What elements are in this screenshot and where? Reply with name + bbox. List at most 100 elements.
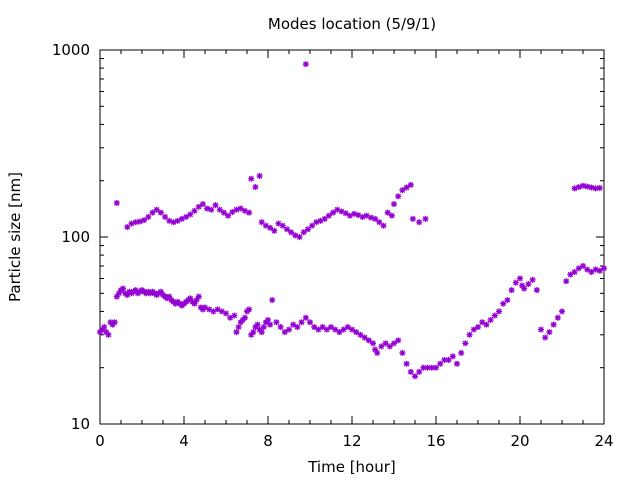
data-point xyxy=(349,326,355,333)
data-point xyxy=(380,222,387,229)
data-point xyxy=(458,349,465,356)
data-point xyxy=(567,271,574,278)
data-point xyxy=(319,324,326,331)
data-point xyxy=(256,172,263,179)
data-point xyxy=(124,224,131,231)
data-point xyxy=(517,275,523,282)
data-point xyxy=(101,324,108,331)
data-point xyxy=(395,337,402,344)
data-point xyxy=(294,324,301,331)
data-point xyxy=(342,210,349,217)
data-point xyxy=(309,222,316,229)
data-point xyxy=(248,175,255,182)
data-point xyxy=(216,206,223,213)
data-point xyxy=(538,326,544,333)
data-point xyxy=(580,262,586,269)
data-point xyxy=(487,316,494,323)
data-point xyxy=(554,314,561,321)
data-point xyxy=(298,319,305,326)
data-point xyxy=(223,310,229,317)
data-point xyxy=(267,321,274,328)
data-point xyxy=(328,324,334,331)
data-point xyxy=(422,215,429,222)
data-point xyxy=(391,340,397,347)
data-point xyxy=(132,219,139,226)
data-point xyxy=(330,209,337,216)
data-point xyxy=(183,213,190,220)
data-point xyxy=(273,319,280,326)
data-point xyxy=(409,215,416,222)
data-point xyxy=(336,329,343,336)
x-tick-label: 0 xyxy=(95,432,105,450)
data-point xyxy=(588,268,595,275)
data-point xyxy=(260,324,267,331)
data-point xyxy=(384,209,391,216)
data-point xyxy=(521,285,528,292)
axis-ticks: 0 4 8 12 16 20 24 10 100 1000 xyxy=(52,41,614,450)
data-point xyxy=(212,202,219,209)
data-point xyxy=(370,340,376,347)
data-point xyxy=(546,329,553,336)
data-point xyxy=(258,219,265,226)
data-point xyxy=(403,184,410,191)
data-points xyxy=(97,61,607,380)
data-point xyxy=(307,319,313,326)
data-point xyxy=(374,349,381,356)
data-point xyxy=(412,373,418,380)
data-point xyxy=(204,205,211,212)
data-point xyxy=(382,340,389,347)
data-point xyxy=(311,324,318,331)
data-point xyxy=(105,331,112,338)
data-point xyxy=(378,343,385,350)
data-point xyxy=(365,337,372,344)
data-point xyxy=(141,217,148,224)
data-point xyxy=(225,212,232,219)
data-point xyxy=(542,334,549,341)
data-point xyxy=(491,312,498,319)
data-point xyxy=(353,329,360,336)
data-point xyxy=(433,364,439,371)
data-point xyxy=(241,314,248,321)
data-point xyxy=(416,368,423,375)
data-point xyxy=(563,278,570,285)
x-tick-label: 16 xyxy=(426,432,445,450)
data-point xyxy=(376,219,383,226)
data-point xyxy=(304,226,311,233)
data-point xyxy=(153,206,160,213)
data-point xyxy=(601,265,607,272)
data-point xyxy=(279,222,286,229)
data-point xyxy=(269,297,276,304)
data-point xyxy=(233,329,240,336)
data-point xyxy=(592,266,599,273)
x-tick-label: 20 xyxy=(510,432,529,450)
data-point xyxy=(323,326,330,333)
data-point xyxy=(395,193,402,200)
data-point xyxy=(596,184,603,191)
data-point xyxy=(220,209,227,216)
data-point xyxy=(235,324,242,331)
data-point xyxy=(145,213,152,220)
data-point xyxy=(529,276,536,283)
data-point xyxy=(187,211,194,218)
data-point xyxy=(237,205,244,212)
data-point xyxy=(441,356,448,363)
data-point xyxy=(462,340,469,347)
data-point xyxy=(388,212,395,219)
data-point xyxy=(500,300,507,307)
data-point xyxy=(466,331,473,338)
data-point xyxy=(208,206,215,213)
data-point xyxy=(399,187,406,194)
data-point xyxy=(246,306,253,313)
data-point xyxy=(416,219,423,226)
y-tick-label: 10 xyxy=(71,415,90,433)
data-point xyxy=(340,326,347,333)
data-point xyxy=(113,199,120,206)
data-point xyxy=(391,201,397,208)
data-point xyxy=(437,360,444,367)
data-point xyxy=(475,324,481,331)
y-axis-label: Particle size [nm] xyxy=(6,172,24,302)
data-point xyxy=(229,209,236,216)
data-point xyxy=(199,201,206,208)
data-point xyxy=(571,268,578,275)
